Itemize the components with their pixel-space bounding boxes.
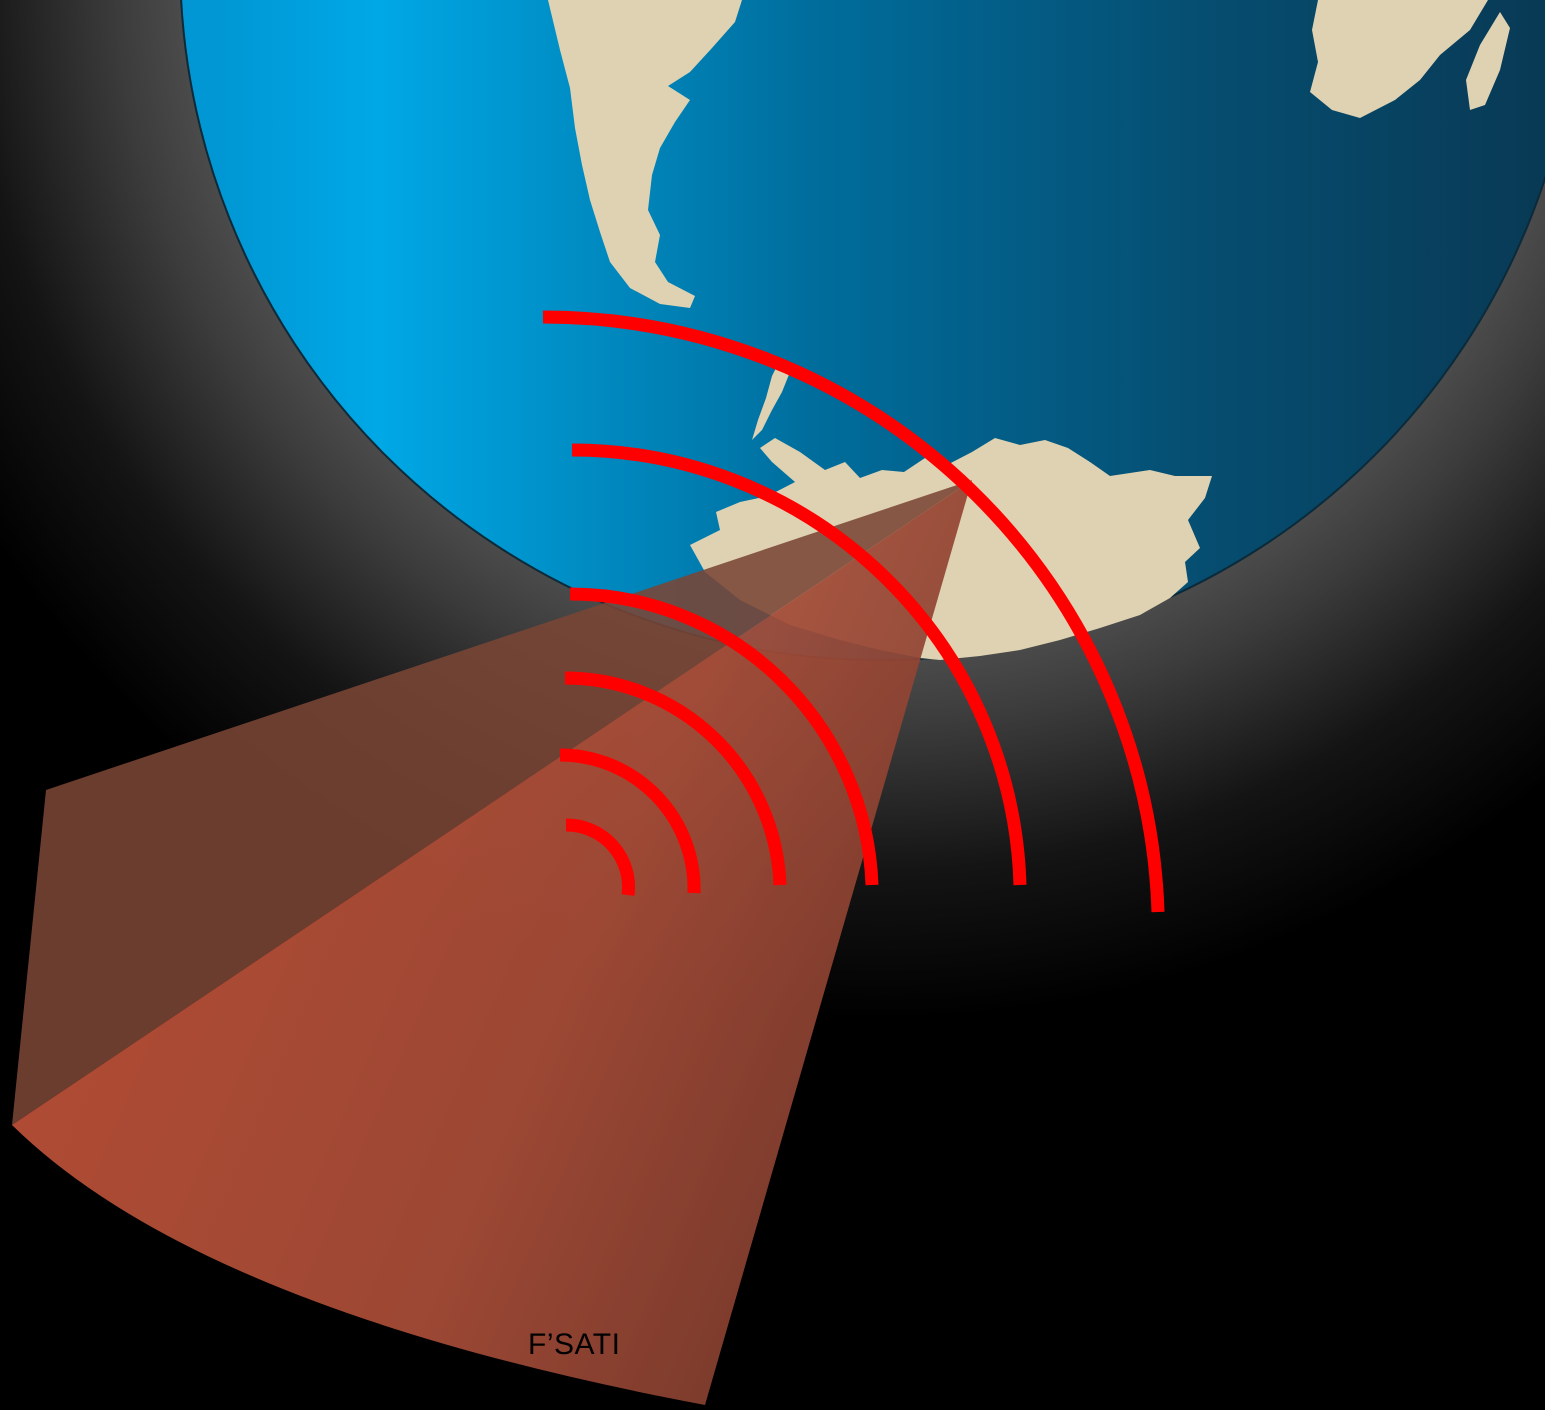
south-america-landmass xyxy=(548,0,742,308)
signal-wave-4 xyxy=(569,587,879,886)
fsati-label: F’SATI xyxy=(528,1328,621,1361)
peninsula-islands xyxy=(752,360,790,440)
signal-wave-6 xyxy=(542,310,1165,913)
signal-waves-icon xyxy=(542,310,1165,913)
madagascar-landmass xyxy=(1466,12,1510,110)
signal-wave-5 xyxy=(571,443,1027,886)
signal-wave-2 xyxy=(559,748,701,894)
coverage-beam-main xyxy=(12,480,972,1405)
africa-landmass xyxy=(1310,0,1488,118)
signal-wave-3 xyxy=(564,671,787,886)
signal-wave-1 xyxy=(565,818,635,896)
